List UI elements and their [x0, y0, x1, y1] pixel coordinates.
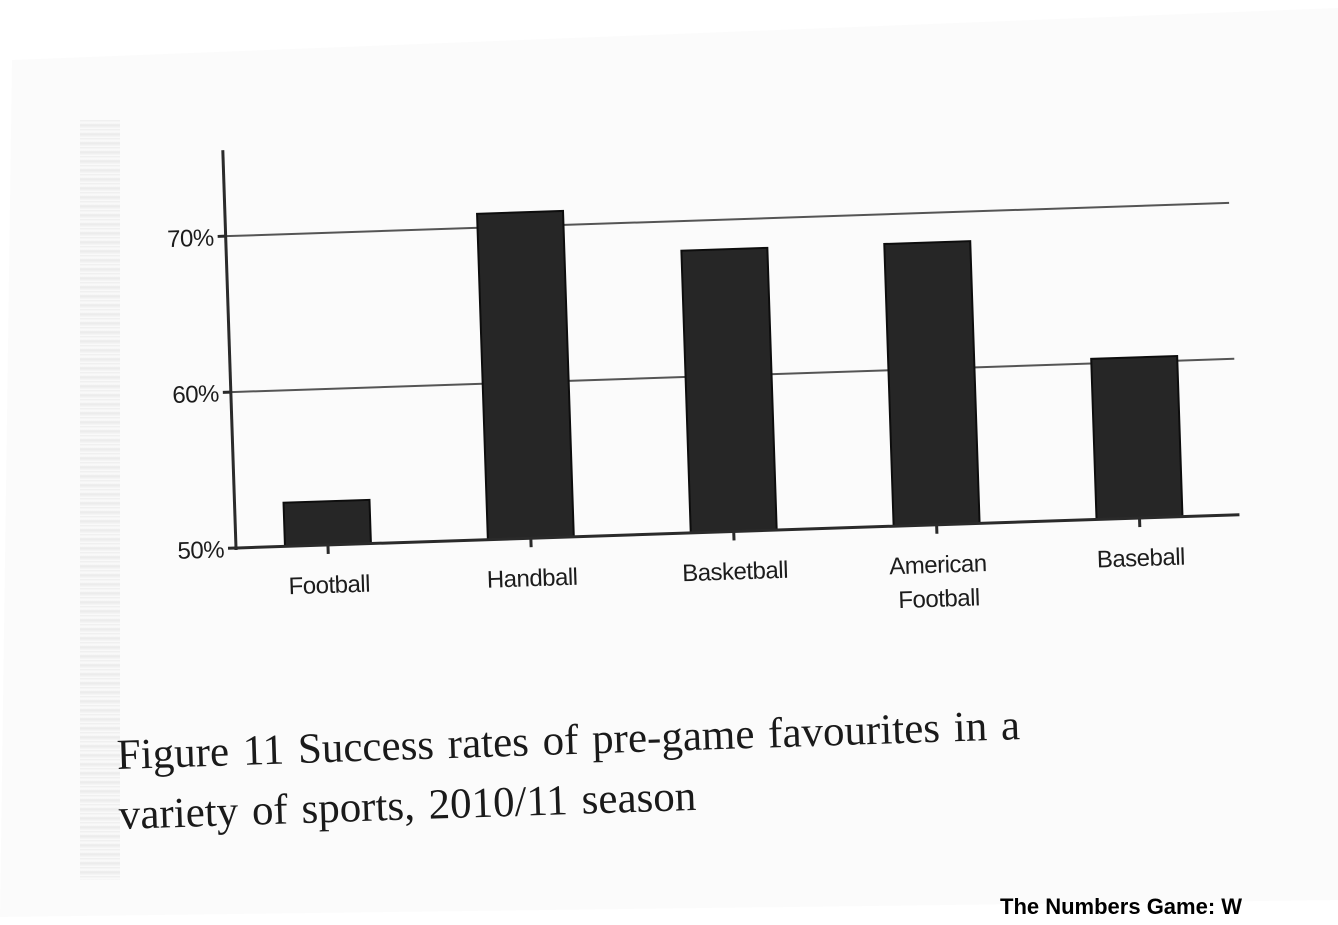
x-tick-label: Football	[288, 571, 370, 601]
x-axis-labels: Football Handball Basketball American Footba…	[287, 517, 1186, 635]
bars	[274, 191, 1182, 547]
x-tick-label: American	[889, 550, 987, 580]
x-tick-label: Baseball	[1096, 544, 1185, 574]
gridline-70pct	[226, 203, 1229, 236]
bar-football	[284, 500, 371, 547]
x-tick-label: Football	[898, 584, 980, 614]
bar-american-football	[884, 241, 979, 526]
bar-basketball	[681, 248, 776, 533]
x-tick-label: Handball	[486, 564, 578, 594]
bar-baseball	[1091, 356, 1182, 519]
y-tick-label: 50%	[177, 536, 225, 565]
y-tick-label: 60%	[172, 380, 220, 409]
y-tick-label: 70%	[167, 225, 215, 254]
x-tick-label: Basketball	[682, 557, 789, 587]
source-note: The Numbers Game: W	[1000, 894, 1242, 920]
y-axis-line	[223, 150, 236, 550]
bar-handball	[477, 211, 574, 540]
